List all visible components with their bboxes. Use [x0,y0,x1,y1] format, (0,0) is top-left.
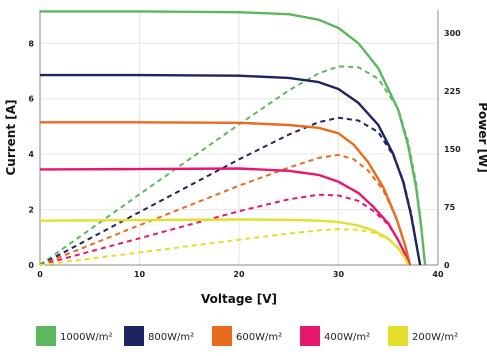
current-curve-3 [39,167,411,266]
y-right-tick-label-2: 150 [444,145,461,154]
power-curve-4 [39,228,410,266]
power-curve-2 [39,153,412,266]
legend-label-3: 400W/m² [324,332,370,343]
current-curves [39,10,427,266]
legend-label-2: 600W/m² [236,332,282,343]
legend-label-4: 200W/m² [412,332,458,343]
y-left-tick-label-3: 6 [28,95,34,104]
current-curve-4 [39,218,410,266]
power-curves [39,65,427,266]
legend-label-0: 1000W/m² [60,332,112,343]
legend-swatch-2 [212,326,232,346]
current-curve-1 [40,73,422,266]
legend: 1000W/m² 800W/m² 600W/m² 400W/m² 200W/m² [36,326,458,346]
grid [39,10,439,266]
current-curve-2 [40,121,412,266]
y-axis-left-label: Current [A] [4,99,18,175]
x-axis-label: Voltage [V] [201,292,277,306]
y-axis-right-label: Power [W] [476,102,487,173]
y-right-tick-label-4: 300 [444,29,461,38]
legend-swatch-4 [388,326,408,346]
legend-swatch-3 [300,326,320,346]
y-left-tick-label-2: 4 [28,150,34,159]
y-right-tick-label-3: 225 [444,87,461,96]
y-left-tick-label-1: 2 [28,206,34,215]
y-right-tick-label-1: 75 [444,203,456,212]
y-right-tick-label-0: 0 [444,261,450,270]
y-left-tick-label-0: 0 [28,261,34,270]
power-curve-1 [39,116,422,266]
x-tick-label-2: 20 [233,270,245,279]
y-left-tick-label-4: 8 [28,39,34,48]
legend-swatch-1 [124,326,144,346]
axes [39,10,439,266]
legend-swatch-0 [36,326,56,346]
x-tick-label-4: 40 [432,270,444,279]
legend-label-1: 800W/m² [148,332,194,343]
current-curve-0 [40,10,427,266]
x-tick-label-3: 30 [333,270,345,279]
x-tick-label-0: 0 [37,270,43,279]
x-tick-label-1: 10 [134,270,146,279]
